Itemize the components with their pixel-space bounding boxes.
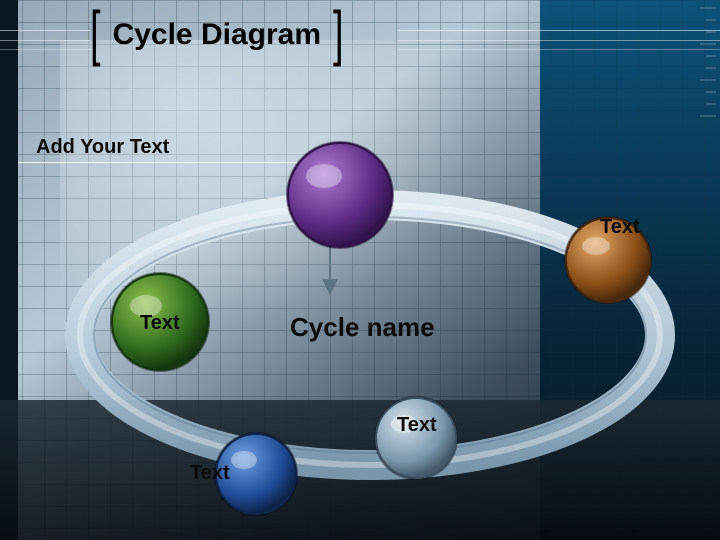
node-label-blue: Text — [190, 462, 230, 485]
slide: [ Cycle Diagram ] Add Your Text — [0, 0, 720, 540]
node-purple — [286, 141, 394, 249]
cycle-diagram — [0, 0, 720, 540]
cycle-center-label: Cycle name — [290, 312, 435, 343]
node-label-orange: Text — [600, 216, 640, 239]
node-grey — [374, 396, 458, 480]
node-label-grey: Text — [397, 414, 437, 437]
node-label-green: Text — [140, 312, 180, 335]
